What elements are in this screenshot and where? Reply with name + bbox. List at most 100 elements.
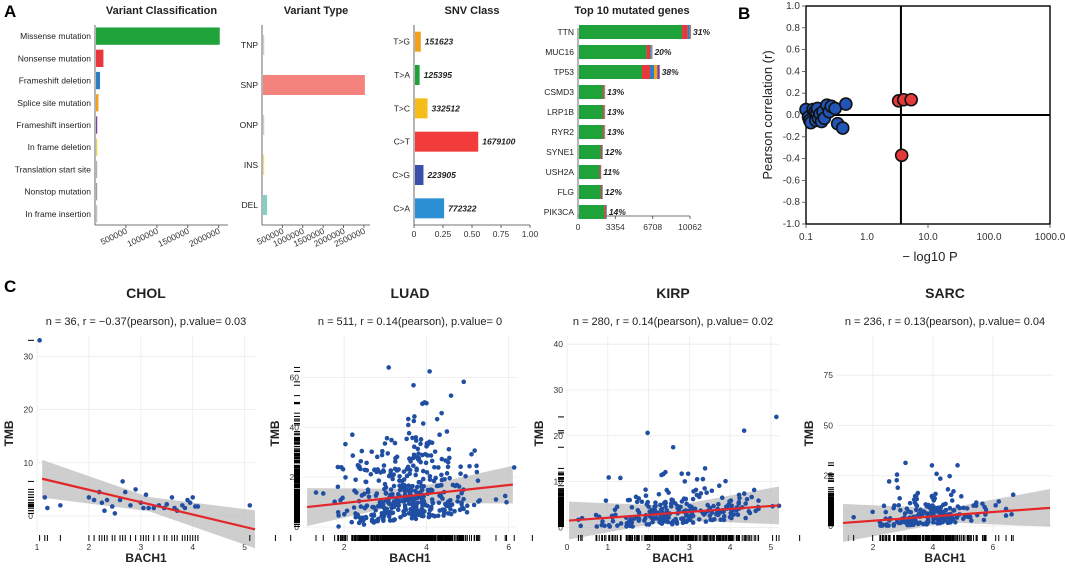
data-point [728, 510, 734, 516]
data-point [633, 494, 639, 500]
data-point [102, 508, 107, 514]
chart-title: Variant Classification [106, 5, 218, 17]
gene-label: PIK3CA [544, 207, 575, 217]
data-point [169, 495, 175, 500]
data-point [649, 507, 655, 513]
data-point [973, 500, 979, 505]
data-point [420, 468, 426, 474]
data-point [469, 451, 474, 457]
data-point [352, 488, 357, 493]
bar-segment [603, 85, 605, 99]
data-point [718, 517, 724, 523]
data-point [908, 509, 914, 515]
x-tick-label: 1000.0 [1035, 232, 1065, 243]
data-point [420, 512, 425, 518]
gene-label: CSMD3 [544, 87, 574, 97]
bar-segment [646, 45, 651, 59]
data-point [410, 513, 416, 519]
data-point [504, 499, 509, 505]
gene-label: SYNE1 [546, 147, 574, 157]
y-tick-label: 0.8 [786, 23, 800, 34]
bar-segment [650, 45, 652, 59]
data-point [420, 401, 425, 407]
category-label: C>A [393, 203, 410, 213]
data-point [618, 475, 623, 481]
x-tick-label: 5 [242, 542, 247, 552]
data-point [474, 469, 480, 475]
bar [415, 31, 421, 52]
bar-value-label: 13% [607, 127, 624, 137]
data-point [440, 496, 445, 501]
data-point [141, 505, 146, 511]
data-point [383, 491, 389, 496]
data-point-blue [839, 97, 853, 111]
bar-segment [599, 165, 601, 179]
data-point [643, 493, 649, 499]
bar-segment [604, 125, 605, 139]
data-point [427, 369, 432, 374]
data-point [886, 479, 892, 484]
data-point [618, 521, 624, 526]
data-point [363, 479, 368, 485]
data-point [701, 512, 707, 517]
data-point [418, 459, 423, 465]
data-point [381, 463, 387, 468]
x-tick-label: 1500000 [156, 226, 190, 249]
data-point [961, 505, 966, 511]
data-point [411, 418, 417, 424]
data-point [464, 503, 470, 509]
data-point [933, 491, 938, 497]
data-point [410, 435, 415, 441]
data-point [774, 414, 779, 420]
bar [263, 35, 265, 55]
data-point [656, 491, 662, 497]
data-point [606, 522, 612, 528]
data-point [432, 449, 438, 454]
data-point [363, 514, 369, 520]
y-tick-label: -0.4 [783, 154, 801, 165]
x-tick-label: 0 [576, 222, 581, 232]
x-tick-label: 0.1 [799, 232, 813, 243]
bar-value-label: 38% [662, 67, 679, 77]
x-tick-label: 2000000 [187, 226, 221, 249]
data-point [432, 464, 437, 470]
category-label: T>A [394, 70, 410, 80]
category-label: T>C [394, 103, 410, 113]
data-point [439, 482, 444, 488]
bar-value-label: 14% [609, 207, 626, 217]
data-point [335, 484, 341, 490]
data-point [424, 470, 430, 475]
data-point [881, 503, 887, 509]
data-point [938, 476, 943, 481]
data-point [392, 440, 398, 446]
data-point [629, 519, 635, 525]
bar [415, 131, 479, 152]
data-point [427, 473, 433, 479]
data-point-red [894, 148, 909, 163]
data-point [960, 516, 966, 522]
bar [263, 75, 365, 95]
data-point [461, 496, 466, 502]
data-point [666, 490, 671, 495]
data-point [433, 475, 438, 481]
data-point [690, 520, 696, 525]
data-point [947, 520, 953, 525]
data-point [344, 508, 350, 514]
data-point [446, 501, 451, 507]
data-point [902, 511, 908, 516]
data-point [383, 507, 389, 513]
data-point [687, 503, 692, 509]
data-point [659, 515, 664, 521]
bar-value-label: 11% [603, 167, 620, 177]
data-point [940, 502, 946, 508]
bar-segment [604, 85, 605, 99]
data-point [721, 514, 727, 519]
data-point [368, 471, 374, 477]
data-point [511, 465, 517, 470]
y-tick-label: 50 [824, 420, 834, 430]
y-axis-title: TMB [2, 420, 16, 446]
data-point [120, 479, 125, 484]
data-point [870, 509, 875, 515]
data-point [413, 488, 418, 494]
data-point [437, 432, 442, 438]
